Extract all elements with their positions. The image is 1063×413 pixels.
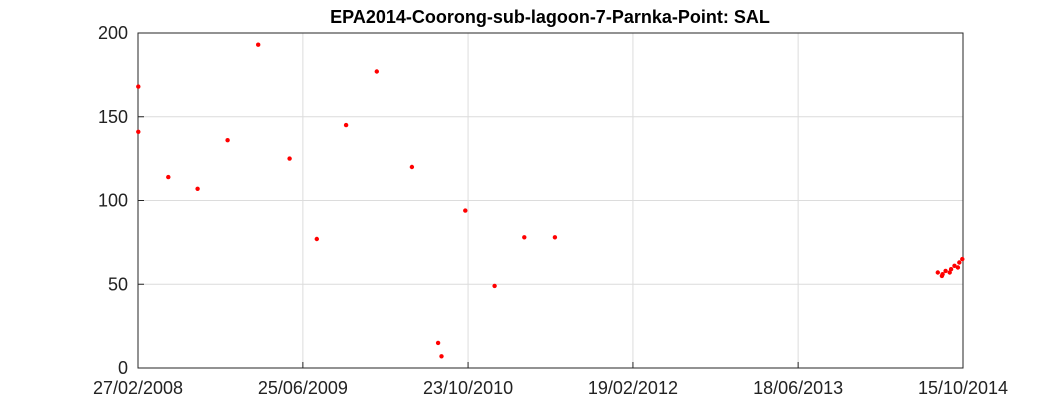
data-point xyxy=(287,156,292,161)
x-tick-label: 15/10/2014 xyxy=(918,378,1008,398)
data-point xyxy=(225,138,230,143)
y-axis: 0 50 100 150 200 xyxy=(98,23,144,378)
data-point xyxy=(195,186,200,191)
y-tick-label: 200 xyxy=(98,23,128,43)
data-point xyxy=(435,340,441,346)
data-point xyxy=(439,354,444,359)
data-point xyxy=(166,174,171,180)
y-tick-label: 150 xyxy=(98,107,128,127)
data-point xyxy=(947,270,952,275)
data-point xyxy=(960,256,965,262)
data-point xyxy=(136,129,141,134)
data-point xyxy=(463,208,468,213)
x-tick-label: 18/06/2013 xyxy=(753,378,843,398)
chart-title: EPA2014-Coorong-sub-lagoon-7-Parnka-Poin… xyxy=(330,7,770,27)
data-point xyxy=(940,272,945,277)
y-tick-label: 0 xyxy=(118,358,128,378)
data-point xyxy=(952,263,957,268)
data-point xyxy=(948,267,954,272)
data-point xyxy=(492,283,497,289)
data-point xyxy=(943,268,948,274)
grid xyxy=(137,32,964,369)
y-tick-label: 100 xyxy=(98,191,128,211)
x-tick-label: 19/02/2012 xyxy=(588,378,678,398)
data-point xyxy=(935,270,940,275)
data-point xyxy=(374,69,379,74)
data-point xyxy=(256,42,261,47)
data-point xyxy=(136,84,141,89)
data-series xyxy=(136,42,965,359)
data-point xyxy=(343,122,349,128)
x-tick-label: 27/02/2008 xyxy=(93,378,183,398)
data-point xyxy=(409,164,415,170)
x-tick-label: 25/06/2009 xyxy=(258,378,348,398)
x-axis: 27/02/2008 25/06/2009 23/10/2010 19/02/2012… xyxy=(93,362,1008,398)
y-tick-label: 50 xyxy=(108,274,128,294)
x-tick-label: 23/10/2010 xyxy=(423,378,513,398)
data-point xyxy=(552,235,558,240)
data-point xyxy=(314,236,319,242)
data-point xyxy=(957,260,962,265)
data-point xyxy=(955,265,961,270)
data-point xyxy=(522,235,527,240)
